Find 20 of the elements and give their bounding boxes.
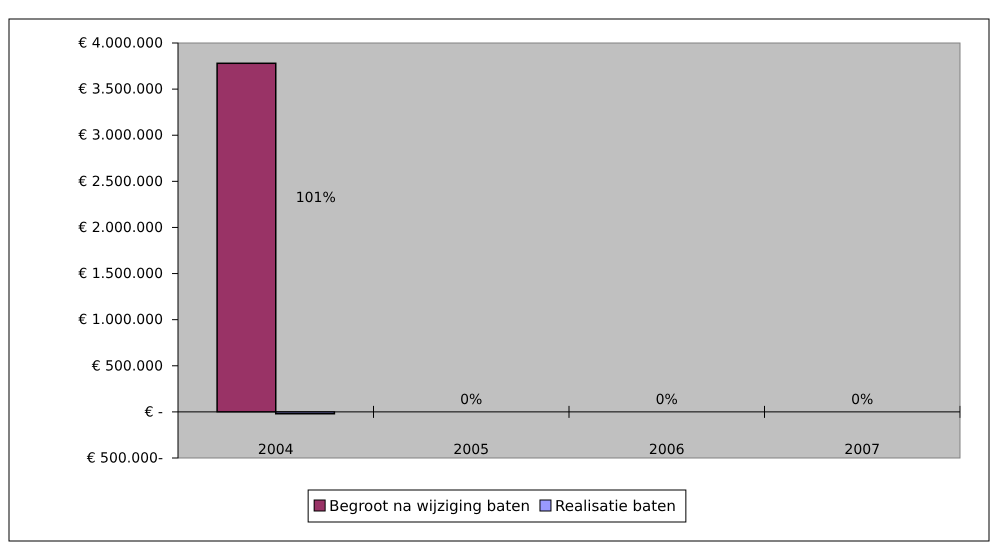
annotation: 0% (851, 392, 874, 408)
y-tick-label: € 3.500.000 (78, 82, 163, 98)
y-tick-label: € 500.000 (92, 358, 163, 374)
x-tick-label: 2007 (844, 442, 880, 458)
x-tick-label: 2005 (453, 442, 490, 458)
x-tick-label: 2004 (258, 442, 294, 458)
x-tick-label: 2006 (648, 442, 685, 458)
annotation: 0% (460, 392, 482, 408)
legend-label: Begroot na wijziging baten (329, 497, 530, 515)
y-tick-label: € 3.000.000 (78, 128, 163, 144)
y-tick-label: € 1.500.000 (78, 266, 163, 282)
y-tick-label: € 2.500.000 (78, 174, 163, 190)
y-tick-label: € 4.000.000 (78, 35, 163, 52)
annotation: 0% (656, 392, 678, 408)
annotation: 101% (296, 190, 336, 206)
y-tick-label: € 500.000- (86, 450, 163, 466)
y-tick-label: € - (144, 404, 163, 420)
y-tick-label: € 1.000.000 (78, 312, 163, 328)
y-tick-label: € 2.000.000 (78, 220, 163, 236)
legend-label: Realisatie baten (554, 497, 676, 515)
